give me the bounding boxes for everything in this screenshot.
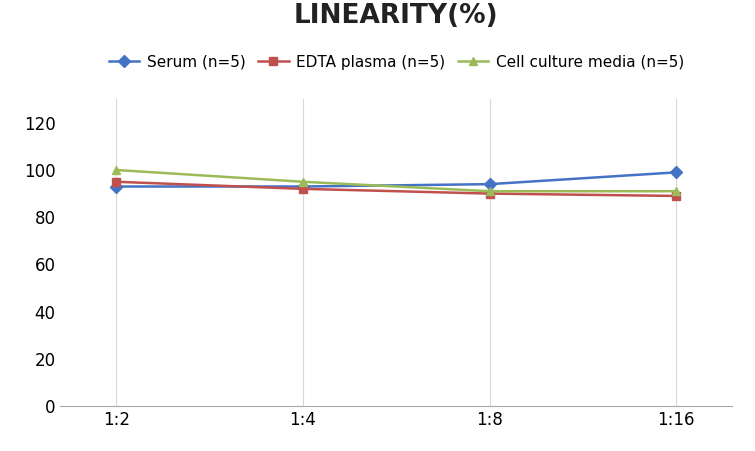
Cell culture media (n=5) [672,189,681,194]
Cell culture media (n=5) [298,179,307,184]
Line: Serum (n=5): Serum (n=5) [112,168,680,191]
Line: EDTA plasma (n=5): EDTA plasma (n=5) [112,178,680,200]
Cell culture media (n=5) [112,167,121,173]
EDTA plasma (n=5) [298,186,307,192]
EDTA plasma (n=5) [672,193,681,198]
Title: LINEARITY(%): LINEARITY(%) [294,3,499,29]
Serum (n=5) [485,181,495,187]
Serum (n=5) [672,170,681,175]
Line: Cell culture media (n=5): Cell culture media (n=5) [112,166,680,195]
Legend: Serum (n=5), EDTA plasma (n=5), Cell culture media (n=5): Serum (n=5), EDTA plasma (n=5), Cell cul… [103,49,690,76]
Serum (n=5) [298,184,307,189]
EDTA plasma (n=5) [112,179,121,184]
Cell culture media (n=5) [485,189,495,194]
EDTA plasma (n=5) [485,191,495,196]
Serum (n=5) [112,184,121,189]
